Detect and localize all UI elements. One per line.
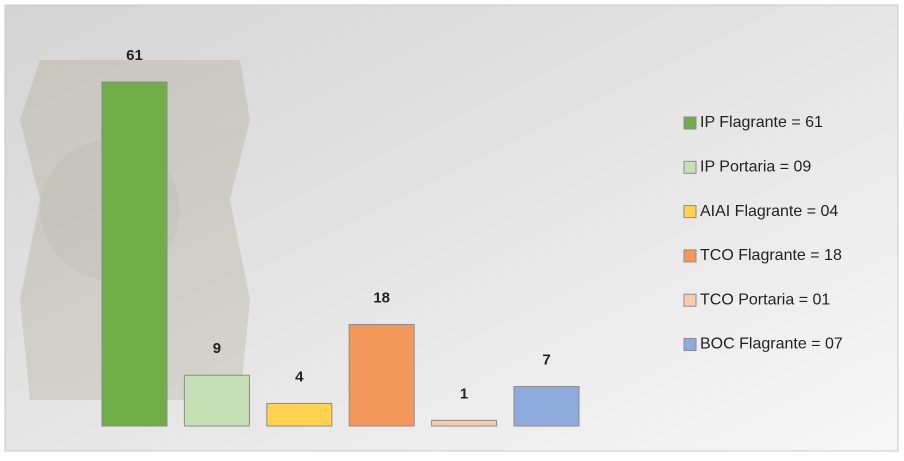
legend-label: BOC Flagrante = 07: [700, 336, 843, 353]
data-label: 1: [460, 385, 468, 402]
legend-swatch: [683, 160, 697, 174]
data-label: 4: [295, 368, 304, 385]
legend-swatch: [683, 249, 697, 263]
legend-swatch: [683, 293, 697, 307]
legend-label: TCO Portaria = 01: [700, 291, 830, 308]
legend-swatch: [683, 338, 697, 351]
bar: [101, 81, 168, 427]
legend-swatch: [683, 205, 697, 219]
data-label: 18: [373, 289, 390, 306]
data-label: 7: [542, 351, 550, 368]
legend-label: AIAI Flagrante = 04: [700, 203, 838, 220]
bar: [513, 386, 580, 427]
bar: [431, 419, 498, 427]
data-label: 9: [213, 340, 221, 357]
legend-label: IP Flagrante = 61: [700, 114, 823, 131]
bar: [266, 402, 333, 427]
bar: [348, 323, 415, 427]
data-label: 61: [126, 47, 143, 64]
legend-swatch: [683, 116, 697, 130]
bar: [183, 374, 250, 427]
legend-label: TCO Flagrante = 18: [700, 247, 842, 264]
legend-label: IP Portaria = 09: [700, 159, 811, 176]
